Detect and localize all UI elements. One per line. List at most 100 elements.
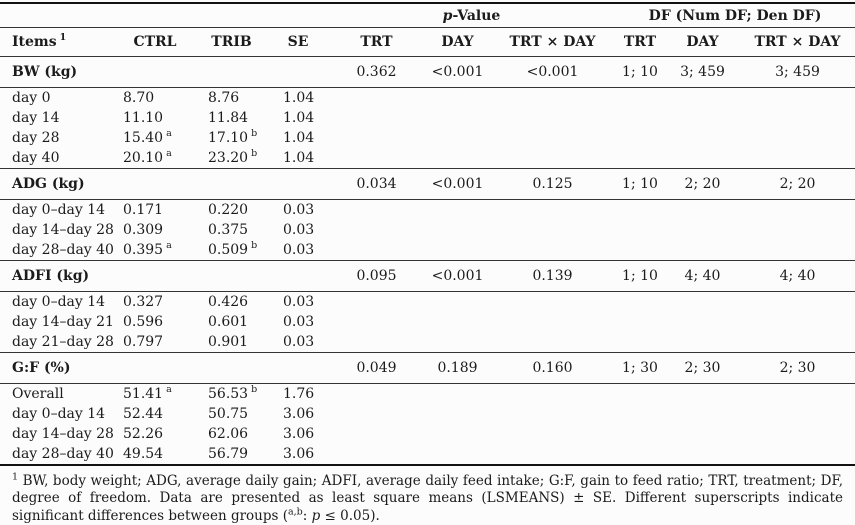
- col-header-p-trt: TRT: [328, 27, 425, 57]
- row-label: day 28–day 40: [12, 446, 114, 462]
- section-header-row: G:F (%) 0.049 0.189 0.160 1; 30 2; 30 2;…: [0, 352, 855, 384]
- col-header-df-day: DAY: [665, 27, 740, 57]
- cell-p-trt: 0.049: [328, 352, 425, 384]
- cell-trib: 56.79: [195, 444, 268, 465]
- cell-df-trt: 1; 10: [615, 56, 665, 88]
- table-row: day 21–day 28 0.797 0.901 0.03: [0, 332, 855, 353]
- cell-se: 3.06: [283, 446, 315, 462]
- row-label: day 14–day 28: [12, 426, 114, 442]
- cell-empty: [328, 200, 855, 221]
- value: 0.395: [123, 242, 164, 258]
- value: 17.10: [208, 130, 249, 146]
- col-header-se: SE: [268, 27, 328, 57]
- cell-ctrl: 0.327: [115, 292, 195, 313]
- superscript: b: [251, 148, 258, 160]
- cell-empty: [328, 240, 855, 261]
- value: 49.54: [123, 446, 164, 462]
- row-label: day 28: [12, 130, 60, 146]
- group-header-df: DF (Num DF; Den DF): [615, 3, 855, 28]
- cell-trib: 0.375: [195, 220, 268, 240]
- cell-p-trt: 0.034: [328, 168, 425, 200]
- cell-empty: [115, 352, 195, 384]
- col-header-p-day: DAY: [425, 27, 490, 57]
- cell-se: 0.03: [283, 294, 315, 310]
- table-row: day 28–day 40 49.54 56.79 3.06: [0, 444, 855, 465]
- cell-ctrl: 49.54: [115, 444, 195, 465]
- cell-ctrl: 15.40 a: [115, 128, 195, 148]
- cell-empty: [328, 424, 855, 444]
- cell-se: 0.03: [283, 314, 315, 330]
- table-row: day 14–day 28 0.309 0.375 0.03: [0, 220, 855, 240]
- cell-p-trt: 0.362: [328, 56, 425, 88]
- cell-ctrl: 51.41 a: [115, 384, 195, 405]
- section-label: BW (kg): [0, 56, 115, 88]
- group-header-row: p-Value DF (Num DF; Den DF): [0, 3, 855, 28]
- cell-empty: [328, 404, 855, 424]
- footnote-superscript: a,b: [288, 506, 303, 518]
- cell-p-day: <0.001: [425, 168, 490, 200]
- cell-ctrl: 8.70: [115, 88, 195, 109]
- cell-p-trtxday: <0.001: [490, 56, 615, 88]
- cell-empty: [195, 168, 268, 200]
- table-row: day 14 11.10 11.84 1.04: [0, 108, 855, 128]
- cell-trib: 56.53 b: [195, 384, 268, 405]
- superscript: b: [251, 240, 258, 252]
- table-row: day 28–day 40 0.395 a 0.509 b 0.03: [0, 240, 855, 261]
- value: 50.75: [208, 406, 249, 422]
- superscript: a: [166, 148, 172, 160]
- footnote-text: BW, body weight; ADG, average daily gain…: [12, 473, 843, 524]
- cell-empty: [195, 352, 268, 384]
- cell-df-trtxday: 3; 459: [740, 56, 855, 88]
- row-label: day 0–day 14: [12, 202, 106, 218]
- value: 23.20: [208, 150, 249, 166]
- footnote-marker: 1: [12, 471, 19, 483]
- value: 52.44: [123, 406, 164, 422]
- row-label: day 40: [12, 150, 60, 166]
- superscript: b: [251, 128, 258, 140]
- footnote-tail: ≤ 0.05).: [320, 507, 380, 524]
- cell-ctrl: 0.309: [115, 220, 195, 240]
- footnote-p: p: [311, 507, 321, 524]
- section-label: G:F (%): [0, 352, 115, 384]
- data-table: p-Value DF (Num DF; Den DF) Items 1 CTRL …: [0, 2, 855, 466]
- column-header-row: Items 1 CTRL TRIB SE TRT DAY TRT × DAY TR…: [0, 27, 855, 57]
- cell-empty: [328, 148, 855, 169]
- table-row: day 0–day 14 0.171 0.220 0.03: [0, 200, 855, 221]
- col-header-p-trtxday: TRT × DAY: [490, 27, 615, 57]
- col-header-items: Items 1: [0, 27, 115, 57]
- cell-empty: [328, 292, 855, 313]
- col-header-ctrl: CTRL: [115, 27, 195, 57]
- value: 11.84: [208, 110, 249, 126]
- value: 62.06: [208, 426, 249, 442]
- section-label: ADFI (kg): [0, 260, 115, 292]
- cell-empty: [328, 444, 855, 465]
- cell-ctrl: 0.171: [115, 200, 195, 221]
- table-row: day 14–day 21 0.596 0.601 0.03: [0, 312, 855, 332]
- footnote: 1 BW, body weight; ADG, average daily ga…: [0, 466, 855, 525]
- col-header-trib: TRIB: [195, 27, 268, 57]
- cell-p-day: 0.189: [425, 352, 490, 384]
- group-header-spacer: [0, 3, 328, 28]
- cell-se: 0.03: [283, 334, 315, 350]
- cell-empty: [328, 312, 855, 332]
- cell-empty: [268, 260, 328, 292]
- cell-p-day: <0.001: [425, 56, 490, 88]
- cell-ctrl: 52.26: [115, 424, 195, 444]
- value: 0.509: [208, 242, 249, 258]
- col-header-df-trt: TRT: [615, 27, 665, 57]
- cell-trib: 17.10 b: [195, 128, 268, 148]
- value: 56.79: [208, 446, 249, 462]
- footnote-separator: :: [302, 507, 312, 524]
- section-header-row: BW (kg) 0.362 <0.001 <0.001 1; 10 3; 459…: [0, 56, 855, 88]
- cell-empty: [328, 88, 855, 109]
- cell-df-trtxday: 2; 20: [740, 168, 855, 200]
- row-label: Overall: [12, 386, 64, 402]
- cell-ctrl: 0.797: [115, 332, 195, 353]
- row-label: day 0–day 14: [12, 406, 106, 422]
- cell-se: 1.04: [283, 150, 315, 166]
- table-row: day 14–day 28 52.26 62.06 3.06: [0, 424, 855, 444]
- cell-empty: [328, 332, 855, 353]
- group-header-pvalue: p-Value: [328, 3, 615, 28]
- cell-se: 3.06: [283, 406, 315, 422]
